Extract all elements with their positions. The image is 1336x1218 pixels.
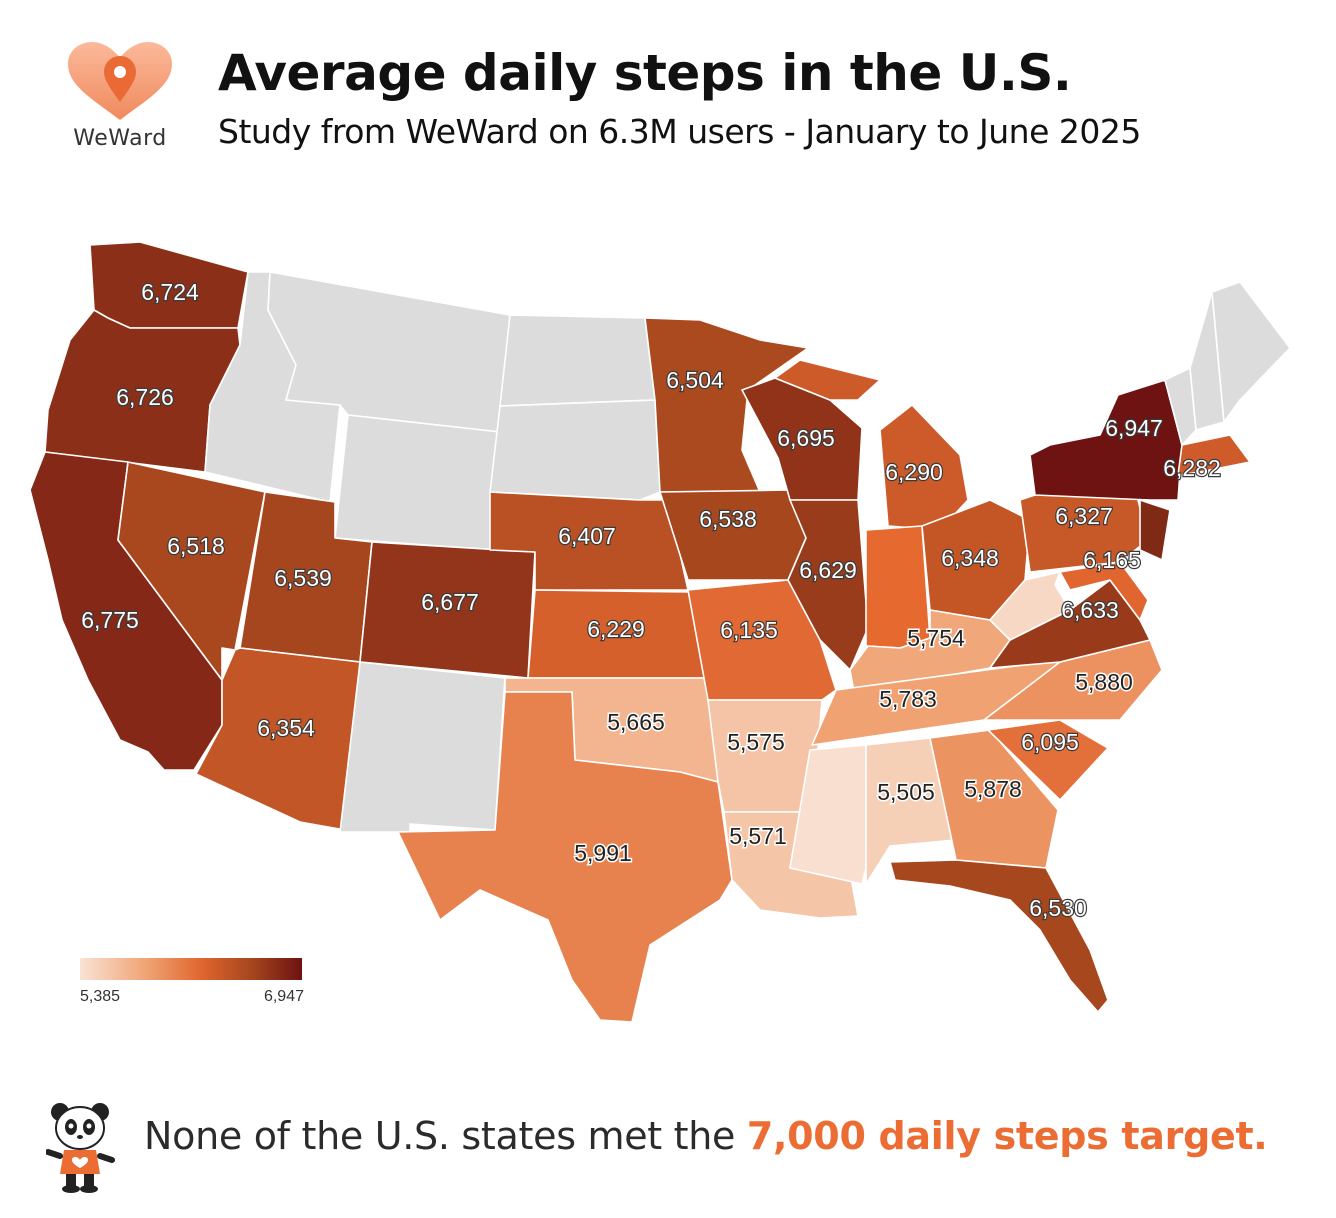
state-wv <box>989 571 1071 641</box>
state-value-label-or: 6,726 <box>116 384 174 410</box>
state-ne <box>489 491 689 591</box>
state-al <box>865 737 956 885</box>
state-value-label-tn: 5,783 <box>879 686 937 712</box>
state-ms <box>789 744 867 885</box>
page-subtitle: Study from WeWard on 6.3M users - Januar… <box>218 112 1141 151</box>
us-choropleth-map: 6,724 6,726 6,775 6,518 6,539 6,354 6,677 6,407… <box>0 200 1336 1080</box>
state-value-label-wa: 6,724 <box>141 279 199 305</box>
footer-message: None of the U.S. states met the 7,000 da… <box>144 1114 1268 1158</box>
state-value-label-va: 6,633 <box>1061 597 1119 623</box>
legend-max-label: 6,947 <box>263 988 304 1005</box>
state-nj <box>1139 499 1171 561</box>
state-value-label-ky: 5,754 <box>907 625 965 651</box>
map-canvas: 6,724 6,726 6,775 6,518 6,539 6,354 6,677 6,407… <box>29 241 1291 1023</box>
state-value-label-tx: 5,991 <box>574 840 632 866</box>
state-value-label-az: 6,354 <box>257 715 315 741</box>
state-value-label-ga: 5,878 <box>964 776 1022 802</box>
state-value-label-wi: 6,695 <box>777 425 835 451</box>
state-sd <box>489 399 661 501</box>
state-wy <box>334 414 501 551</box>
logo-text: WeWard <box>73 126 167 151</box>
state-value-label-al: 5,505 <box>877 779 935 805</box>
legend-min-label: 5,385 <box>80 988 121 1005</box>
color-legend: 5,385 6,947 <box>80 958 304 1008</box>
state-value-label-sc: 6,095 <box>1021 729 1079 755</box>
state-value-label-ma: 6,282 <box>1163 455 1221 481</box>
state-value-label-la: 5,571 <box>729 823 787 849</box>
state-value-label-ca: 6,775 <box>81 607 139 633</box>
state-value-label-mi: 6,290 <box>885 459 943 485</box>
state-value-label-ne: 6,407 <box>558 523 616 549</box>
state-ga <box>929 729 1059 869</box>
state-value-label-ok: 5,665 <box>607 709 665 735</box>
state-value-label-ar: 5,575 <box>727 729 785 755</box>
state-value-label-il: 6,629 <box>799 557 857 583</box>
state-nm <box>339 661 506 833</box>
header: WeWard Average daily steps in the U.S. S… <box>0 0 1336 180</box>
state-value-label-nv: 6,518 <box>167 533 225 559</box>
page-title: Average daily steps in the U.S. <box>218 44 1072 102</box>
state-ma <box>1177 434 1251 476</box>
state-value-label-co: 6,677 <box>421 589 479 615</box>
state-value-label-ut: 6,539 <box>274 565 332 591</box>
state-value-label-mn: 6,504 <box>666 367 724 393</box>
heart-pin-icon <box>68 42 172 120</box>
footer-text-highlight: 7,000 daily steps target. <box>746 1114 1268 1158</box>
state-value-label-mo: 6,135 <box>720 617 778 643</box>
legend-gradient-bar <box>80 958 302 980</box>
state-il <box>787 499 869 671</box>
state-value-label-ks: 6,229 <box>587 616 645 642</box>
state-value-label-ia: 6,538 <box>699 506 757 532</box>
state-value-label-md: 6,165 <box>1083 547 1141 573</box>
state-value-label-fl: 6,530 <box>1029 895 1087 921</box>
footer-text-main: None of the U.S. states met the <box>144 1114 747 1158</box>
state-fl <box>889 859 1109 1013</box>
weward-logo: WeWard <box>58 42 182 158</box>
state-mi <box>774 359 969 531</box>
state-tx <box>397 691 733 1023</box>
state-value-label-ny: 6,947 <box>1105 415 1163 441</box>
state-nd <box>499 314 656 407</box>
panda-mascot-icon <box>46 1103 115 1193</box>
state-sc <box>987 719 1109 801</box>
state-value-label-nc: 5,880 <box>1075 669 1133 695</box>
state-value-label-pa: 6,327 <box>1055 503 1113 529</box>
state-me <box>1211 281 1291 423</box>
footer: None of the U.S. states met the 7,000 da… <box>0 1090 1336 1200</box>
state-value-label-oh: 6,348 <box>941 545 999 571</box>
state-mn <box>644 317 809 493</box>
